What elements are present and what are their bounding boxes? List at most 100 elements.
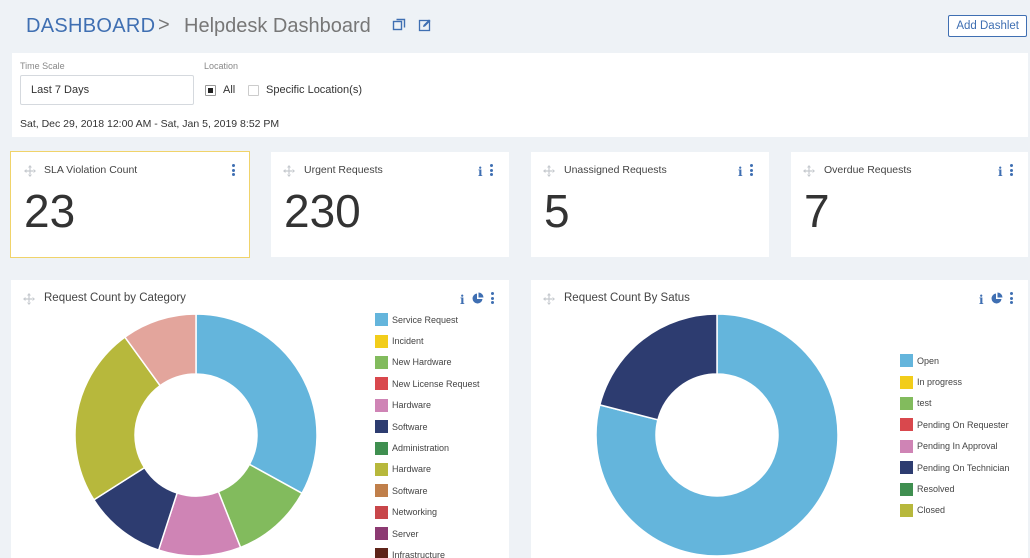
legend-label: Service Request (392, 314, 459, 325)
legend-item-incident[interactable]: Incident (375, 330, 480, 351)
legend-item-open[interactable]: Open (900, 350, 1009, 371)
legend-label: Pending On Requester (917, 419, 1009, 430)
legend-swatch (375, 313, 388, 327)
donut-chart-status (595, 313, 839, 557)
legend-item-resolved[interactable]: Resolved (900, 478, 1009, 499)
legend-item-infrastructure[interactable]: Infrastructure (375, 544, 480, 558)
info-icon[interactable]: i (478, 165, 483, 179)
date-range-text: Sat, Dec 29, 2018 12:00 AM - Sat, Jan 5,… (20, 118, 280, 130)
more-options-icon[interactable] (491, 292, 495, 304)
filter-panel: Time Scale Last 7 Days Location All Spec… (12, 53, 1028, 137)
copy-icon[interactable] (392, 18, 406, 32)
legend-swatch (375, 505, 388, 519)
legend-item-hardware[interactable]: Hardware (375, 395, 480, 416)
time-scale-select[interactable]: Last 7 Days (20, 75, 194, 105)
stat-card-unassigned-requests[interactable]: Unassigned Requests i 5 (531, 152, 769, 257)
stat-title: SLA Violation Count (44, 164, 138, 176)
legend-item-administration[interactable]: Administration (375, 437, 480, 458)
legend-item-service-request[interactable]: Service Request (375, 309, 480, 330)
drag-handle-icon[interactable] (543, 293, 555, 305)
drag-handle-icon[interactable] (283, 165, 295, 177)
legend-label: Hardware (392, 464, 432, 475)
legend-swatch (375, 527, 388, 541)
legend-label: Closed (917, 505, 946, 516)
drag-handle-icon[interactable] (23, 293, 35, 305)
add-dashlet-button[interactable]: Add Dashlet (948, 15, 1027, 37)
stat-title: Overdue Requests (824, 164, 912, 176)
legend-item-new-hardware[interactable]: New Hardware (375, 352, 480, 373)
legend-item-hardware[interactable]: Hardware (375, 459, 480, 480)
location-all-radio[interactable] (205, 85, 216, 96)
legend-label: Pending On Technician (917, 462, 1010, 473)
drag-handle-icon[interactable] (543, 165, 555, 177)
legend-swatch (375, 548, 388, 558)
slice-pending-on-technician-1[interactable] (598, 313, 718, 421)
stat-value: 23 (24, 185, 76, 237)
info-icon[interactable]: i (738, 165, 743, 179)
location-specific-label[interactable]: Specific Location(s) (266, 84, 362, 96)
legend-item-software[interactable]: Software (375, 480, 480, 501)
legend-swatch (900, 354, 913, 368)
legend-label: Infrastructure (392, 549, 446, 558)
legend-swatch (900, 439, 913, 453)
legend-swatch (375, 377, 388, 391)
breadcrumb-separator: > (158, 14, 170, 36)
page-title: Helpdesk Dashboard (184, 15, 371, 37)
legend-swatch (375, 355, 388, 369)
legend-item-closed[interactable]: Closed (900, 500, 1009, 521)
slice-hardware-4[interactable] (74, 336, 162, 501)
legend-swatch (900, 418, 913, 432)
legend-item-pending-on-technician[interactable]: Pending On Technician (900, 457, 1009, 478)
legend-item-networking[interactable]: Networking (375, 502, 480, 523)
more-options-icon[interactable] (232, 164, 236, 176)
legend-item-server[interactable]: Server (375, 523, 480, 544)
more-options-icon[interactable] (1010, 164, 1014, 176)
legend-label: Hardware (392, 400, 432, 411)
legend-label: Server (392, 528, 419, 539)
chart-title: Request Count by Category (44, 292, 186, 304)
legend-label: test (917, 398, 932, 409)
location-specific-radio[interactable] (248, 85, 259, 96)
slice-service-request-0[interactable] (195, 313, 318, 495)
stat-value: 7 (804, 185, 830, 237)
legend-item-test[interactable]: test (900, 393, 1009, 414)
legend-swatch (375, 420, 388, 434)
info-icon[interactable]: i (998, 165, 1003, 179)
legend-item-software[interactable]: Software (375, 416, 480, 437)
chart-card-status: Request Count By Satus i Open In progress… (531, 280, 1028, 558)
legend-swatch (375, 484, 388, 498)
legend-item-pending-on-requester[interactable]: Pending On Requester (900, 414, 1009, 435)
more-options-icon[interactable] (490, 164, 494, 176)
stat-card-urgent-requests[interactable]: Urgent Requests i 230 (271, 152, 509, 257)
info-icon[interactable]: i (460, 293, 465, 307)
legend-swatch (900, 375, 913, 389)
legend-label: In progress (917, 377, 963, 388)
legend-swatch (900, 461, 913, 475)
info-icon[interactable]: i (979, 293, 984, 307)
stat-card-sla-violation[interactable]: SLA Violation Count 23 (10, 151, 250, 258)
legend-swatch (375, 441, 388, 455)
location-all-label[interactable]: All (223, 84, 236, 96)
legend-item-in-progress[interactable]: In progress (900, 371, 1009, 392)
legend-item-pending-in-approval[interactable]: Pending In Approval (900, 436, 1009, 457)
edit-icon[interactable] (418, 18, 432, 32)
pie-chart-icon[interactable] (991, 292, 1003, 304)
breadcrumb-dashboard[interactable]: DASHBOARD (26, 15, 156, 37)
legend-label: Software (392, 421, 428, 432)
chart-card-category: Request Count by Category i Service Requ… (11, 280, 509, 558)
legend-item-new-license-request[interactable]: New License Request (375, 373, 480, 394)
legend-swatch (900, 396, 913, 410)
drag-handle-icon[interactable] (24, 165, 36, 177)
stat-value: 230 (284, 185, 361, 237)
stat-title: Urgent Requests (304, 164, 383, 176)
pie-chart-icon[interactable] (472, 292, 484, 304)
more-options-icon[interactable] (750, 164, 754, 176)
chart-legend: Open In progress test Pending On Requester P… (900, 350, 1009, 521)
drag-handle-icon[interactable] (803, 165, 815, 177)
stat-card-overdue-requests[interactable]: Overdue Requests i 7 (791, 152, 1028, 257)
legend-label: New License Request (392, 378, 480, 389)
more-options-icon[interactable] (1010, 292, 1014, 304)
legend-label: New Hardware (392, 357, 452, 368)
slice-open-0[interactable] (595, 313, 839, 557)
slice-new-license-request-5[interactable] (123, 313, 197, 387)
